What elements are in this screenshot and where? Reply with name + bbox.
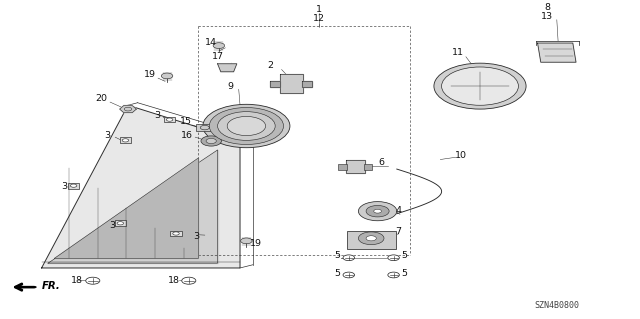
Polygon shape bbox=[48, 150, 218, 263]
Bar bbox=[196, 124, 214, 131]
Circle shape bbox=[122, 139, 129, 142]
Bar bbox=[170, 231, 182, 236]
Text: 17: 17 bbox=[212, 52, 223, 61]
Text: 2: 2 bbox=[268, 61, 274, 70]
Circle shape bbox=[209, 108, 284, 145]
Circle shape bbox=[206, 138, 216, 144]
Polygon shape bbox=[42, 105, 240, 268]
Bar bbox=[68, 183, 79, 189]
Polygon shape bbox=[302, 81, 312, 87]
Text: 19: 19 bbox=[250, 239, 262, 248]
Text: 5: 5 bbox=[334, 269, 340, 278]
Text: 9: 9 bbox=[227, 82, 234, 91]
Text: 5: 5 bbox=[401, 251, 408, 260]
Polygon shape bbox=[270, 81, 280, 87]
Text: 3: 3 bbox=[104, 131, 111, 140]
Text: 3: 3 bbox=[109, 221, 115, 230]
Circle shape bbox=[343, 255, 355, 261]
Text: 5: 5 bbox=[334, 251, 340, 260]
Bar bbox=[164, 117, 175, 122]
Circle shape bbox=[343, 272, 355, 278]
Text: 5: 5 bbox=[401, 269, 408, 278]
Circle shape bbox=[86, 277, 100, 284]
Polygon shape bbox=[54, 158, 198, 258]
Text: 18: 18 bbox=[71, 276, 83, 285]
Circle shape bbox=[173, 232, 179, 235]
Circle shape bbox=[388, 255, 399, 261]
Text: 11: 11 bbox=[452, 48, 463, 57]
Polygon shape bbox=[346, 160, 365, 173]
Text: 18: 18 bbox=[168, 276, 180, 285]
Text: 20: 20 bbox=[95, 94, 107, 103]
Circle shape bbox=[203, 104, 290, 148]
Bar bbox=[364, 164, 372, 170]
Text: 1: 1 bbox=[316, 5, 322, 14]
Text: FR.: FR. bbox=[42, 280, 60, 291]
Circle shape bbox=[227, 116, 266, 136]
Text: 19: 19 bbox=[144, 70, 156, 79]
Polygon shape bbox=[120, 106, 136, 113]
Text: 16: 16 bbox=[181, 131, 193, 140]
Text: 15: 15 bbox=[180, 117, 191, 126]
Circle shape bbox=[388, 272, 399, 278]
Circle shape bbox=[366, 236, 376, 241]
Circle shape bbox=[434, 63, 526, 109]
Text: 3: 3 bbox=[154, 111, 160, 120]
Circle shape bbox=[218, 112, 275, 140]
Polygon shape bbox=[218, 64, 237, 72]
Text: 8: 8 bbox=[544, 3, 550, 11]
Circle shape bbox=[117, 222, 124, 225]
Bar bbox=[338, 164, 347, 170]
Circle shape bbox=[166, 118, 173, 121]
Circle shape bbox=[358, 202, 397, 221]
Circle shape bbox=[182, 277, 196, 284]
Text: 14: 14 bbox=[205, 38, 217, 47]
Circle shape bbox=[241, 238, 252, 244]
Text: SZN4B0800: SZN4B0800 bbox=[534, 301, 579, 310]
Text: 3: 3 bbox=[61, 182, 67, 191]
Text: 7: 7 bbox=[395, 227, 401, 236]
Circle shape bbox=[358, 232, 384, 245]
Text: 6: 6 bbox=[378, 158, 385, 167]
Text: 3: 3 bbox=[193, 232, 200, 241]
Text: 10: 10 bbox=[455, 151, 467, 160]
Text: 12: 12 bbox=[313, 14, 324, 23]
Circle shape bbox=[70, 184, 77, 187]
Text: 13: 13 bbox=[541, 12, 553, 21]
Circle shape bbox=[374, 209, 381, 213]
Circle shape bbox=[201, 136, 221, 146]
Bar bbox=[347, 231, 396, 249]
Circle shape bbox=[161, 73, 173, 79]
Bar bbox=[115, 220, 126, 226]
Circle shape bbox=[366, 205, 389, 217]
Circle shape bbox=[213, 43, 225, 48]
Text: 4: 4 bbox=[395, 206, 401, 215]
Polygon shape bbox=[280, 74, 303, 93]
Circle shape bbox=[442, 67, 518, 105]
Polygon shape bbox=[538, 43, 576, 62]
Bar bbox=[120, 137, 131, 143]
